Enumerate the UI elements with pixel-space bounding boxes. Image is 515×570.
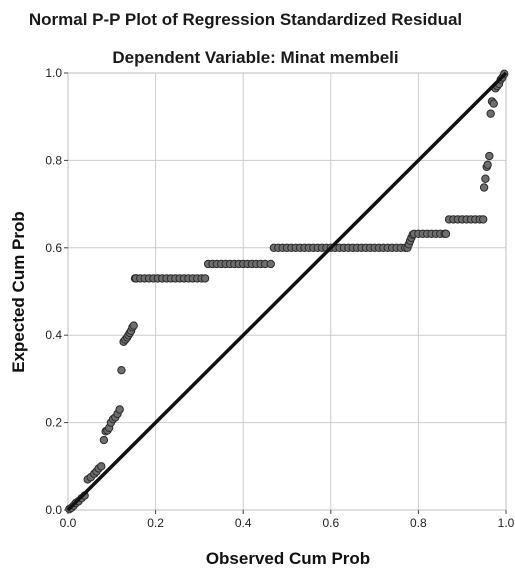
- x-tick-label: 0.6: [322, 516, 339, 530]
- x-axis-label: Observed Cum Prob: [206, 549, 370, 568]
- reference-line: [66, 71, 508, 512]
- x-tick-label: 0.2: [147, 516, 164, 530]
- data-point: [117, 365, 126, 375]
- data-point: [486, 109, 495, 118]
- data-point: [129, 321, 138, 330]
- x-tick-label: 0.4: [235, 516, 252, 530]
- y-tick-label: 0.2: [45, 416, 62, 430]
- data-point: [97, 462, 106, 471]
- chart-subtitle: Dependent Variable: Minat membeli: [112, 48, 399, 67]
- chart-title: Normal P-P Plot of Regression Standardiz…: [28, 10, 463, 29]
- data-point: [479, 215, 488, 224]
- ticks-layer: 0.00.0 0.2 0.2 0.4 0.4 0.6 0.6 0.8 0.8 1.0 1.0: [45, 66, 514, 530]
- y-tick-label: 1.0: [45, 66, 62, 80]
- data-point: [481, 174, 490, 183]
- data-point: [489, 99, 498, 108]
- data-point: [200, 274, 210, 283]
- y-tick-label: 0.8: [45, 153, 62, 167]
- data-point: [266, 259, 275, 269]
- data-point: [485, 151, 494, 161]
- data-point: [479, 183, 489, 192]
- plot-frame: [67, 72, 507, 511]
- y-tick-label: 0.6: [45, 241, 62, 255]
- y-tick-label: 0.4: [45, 328, 62, 342]
- x-tick-label: 1.0: [498, 516, 515, 530]
- x-tick-label: 0.0: [60, 516, 77, 530]
- data-point: [483, 160, 492, 169]
- data-point: [99, 435, 109, 445]
- y-axis-label: Expected Cum Prob: [9, 211, 28, 373]
- data-point: [441, 229, 451, 239]
- y-tick-label: 0.0: [45, 503, 62, 517]
- data-point: [115, 405, 124, 414]
- x-tick-label: 0.8: [410, 516, 427, 530]
